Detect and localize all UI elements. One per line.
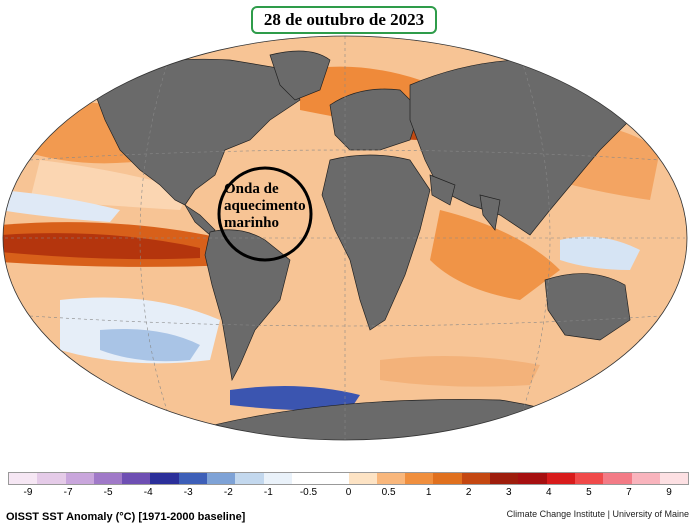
colorbar-segment: [263, 473, 292, 484]
colorbar-tick-label: 9: [666, 487, 672, 498]
australia: [544, 273, 631, 341]
europe: [329, 88, 421, 151]
colorbar-segment: [93, 473, 123, 484]
annotation-line-1: Onda de: [224, 181, 279, 197]
colorbar-tick-label: 3: [505, 487, 512, 498]
heatwave-highlight-circle: [217, 166, 313, 262]
colorbar-tick-label: 2: [465, 487, 472, 498]
colorbar-segment: [122, 473, 151, 484]
africa: [321, 154, 431, 331]
colorbar-segment: [461, 473, 491, 484]
heatwave-annotation: Onda de aquecimento marinho: [224, 181, 324, 232]
colorbar-tick-label: -2: [223, 487, 233, 498]
globe-outline: [2, 35, 688, 441]
colorbar-segment: [546, 473, 575, 484]
colorbar-tick-label: -0.5: [299, 487, 318, 498]
colorbar-segment: [433, 473, 462, 484]
colorbar-segment: [65, 473, 94, 484]
colorbar-tick-label: 7: [626, 487, 632, 498]
annotation-line-2: aquecimento: [224, 198, 306, 214]
credit-text: Climate Change Institute | University of…: [506, 509, 689, 519]
colorbar-segment: [9, 473, 38, 484]
colorbar-segment: [348, 473, 377, 484]
colorbar-segment: [518, 473, 547, 484]
colorbar-segment: [235, 473, 264, 484]
colorbar-segment: [574, 473, 604, 484]
colorbar-segment: [320, 473, 349, 484]
greenland: [269, 50, 331, 101]
colorbar-tick-label: -1: [263, 487, 273, 498]
colorbar-tick-label: -9: [23, 487, 33, 498]
colorbar-segment: [659, 473, 689, 484]
colorbar-tick-label: 4: [546, 487, 552, 498]
scale-caption: OISST SST Anomaly (°C) [1971-2000 baseli…: [6, 511, 246, 523]
colorbar-tick-label: -3: [183, 487, 193, 498]
color-scale-ticks: -9 -7 -5 -4 -3 -2 -1 -0.5 0 0.5 1 2 3 4 5 7 9: [8, 487, 689, 501]
colorbar-tick-label: -5: [103, 487, 113, 498]
colorbar-segment: [405, 473, 434, 484]
color-scale-bar: [8, 472, 689, 485]
colorbar-segment: [490, 473, 519, 484]
colorbar-segment: [178, 473, 208, 484]
colorbar-tick-label: -7: [63, 487, 73, 498]
colorbar-tick-label: 0.5: [381, 487, 396, 498]
colorbar-segment: [603, 473, 632, 484]
south-america: [204, 229, 291, 382]
colorbar-segment: [291, 473, 321, 484]
colorbar-segment: [376, 473, 406, 484]
colorbar-tick-label: -4: [143, 487, 153, 498]
colorbar-segment: [631, 473, 660, 484]
sst-anomaly-map: [2, 35, 688, 441]
colorbar-segment: [207, 473, 236, 484]
colorbar-tick-label: 0: [345, 487, 352, 498]
colorbar-tick-label: 1: [425, 487, 432, 498]
date-title: 28 de outubro de 2023: [251, 6, 437, 34]
colorbar-segment: [37, 473, 66, 484]
annotation-line-3: marinho: [224, 215, 280, 231]
colorbar-tick-label: 5: [586, 487, 592, 498]
colorbar-segment: [150, 473, 179, 484]
